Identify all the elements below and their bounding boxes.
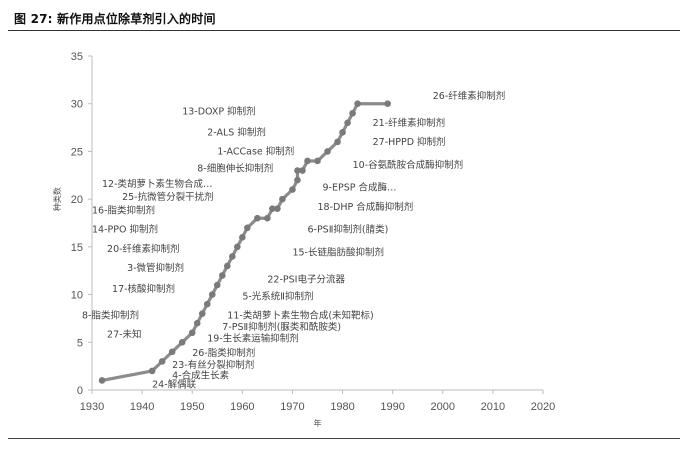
annotation-label: 6-PSⅡ抑制剂(腈类)	[307, 224, 388, 236]
y-axis-label: 种类数	[52, 187, 62, 211]
data-point	[178, 338, 186, 346]
annotation-label: 8-细胞伸长抑制剂	[197, 163, 273, 175]
annotation-label: 23-有丝分裂抑制剂	[172, 359, 254, 371]
y-tick-label: 0	[77, 385, 83, 397]
annotation-label: 11-类胡萝卜素生物合成(未知靶标)	[227, 310, 373, 322]
annotation-label: 25-抗微管分裂干扰剂	[122, 191, 214, 203]
annotation-label: 8-脂类抑制剂	[82, 310, 139, 322]
series-points	[98, 100, 391, 384]
annotation-label: 12-类胡萝卜素生物合成…	[102, 178, 213, 190]
x-tick-label: 2000	[431, 401, 455, 413]
y-tick-label: 30	[71, 99, 83, 111]
data-point	[339, 129, 346, 136]
y-tick-label: 20	[71, 194, 83, 206]
data-point	[354, 100, 361, 108]
annotation-label: 27-HPPD 抑制剂	[373, 136, 446, 148]
annotation-label: 9-EPSP 合成酶…	[323, 182, 397, 194]
y-tick-label: 10	[71, 290, 83, 302]
data-point	[234, 243, 241, 251]
annotation-label: 2-ALS 抑制剂	[207, 126, 266, 138]
data-point	[294, 167, 301, 174]
data-point	[289, 186, 296, 193]
herbicide-timeline-chart: 0 5 10 15 20 25 30 35 1930 1940 1950 1960 1970 1980 19…	[52, 51, 555, 428]
data-point	[208, 291, 216, 298]
data-point	[334, 138, 341, 146]
data-point	[274, 205, 281, 212]
annotation-label: 5-光系统Ⅱ抑制剂	[242, 290, 313, 302]
data-point	[218, 272, 226, 279]
data-point	[244, 224, 251, 232]
annotation-label: 4-合成生长素	[172, 370, 229, 382]
annotation-label: 10-谷氨酰胺合成酶抑制剂	[353, 159, 464, 171]
x-tick-label: 1970	[280, 401, 304, 413]
data-point	[224, 262, 231, 270]
figure-header: 图 27: 新作用点位除草剂引入的时间	[8, 8, 680, 28]
annotation-label: 20-纤维素抑制剂	[107, 243, 180, 255]
axes: 0 5 10 15 20 25 30 35 1930 1940 1950 1960 1970 1980 19…	[71, 51, 555, 413]
annotation-label: 26-纤维素抑制剂	[433, 90, 506, 102]
caption-divider	[8, 30, 680, 31]
data-point	[198, 310, 206, 317]
data-point	[349, 109, 356, 117]
x-tick-label: 1940	[130, 401, 154, 413]
annotation-label: 3-微管抑制剂	[127, 262, 184, 274]
annotation-label: 13-DOXP 抑制剂	[182, 105, 255, 117]
annotation-label: 16-脂类抑制剂	[92, 205, 155, 217]
x-tick-label: 1990	[380, 401, 404, 413]
annotation-label: 22-PSⅠ电子分流器	[267, 273, 345, 285]
annotation-label: 19-生长素运输抑制剂	[207, 332, 299, 344]
annotation-label: 14-PPO 抑制剂	[92, 224, 158, 236]
data-point	[148, 367, 156, 375]
data-point	[294, 176, 301, 184]
data-point	[188, 329, 196, 337]
data-point	[279, 195, 286, 203]
data-point	[254, 214, 261, 222]
x-tick-label: 2010	[481, 401, 505, 413]
y-tick-label: 25	[71, 146, 83, 158]
x-tick-label: 1950	[180, 401, 204, 413]
annotation-label: 7-PSⅡ抑制剂(脲类和酰胺类)	[222, 321, 341, 333]
y-tick-label: 15	[71, 242, 83, 254]
footer-divider	[8, 438, 680, 439]
y-tick-label: 5	[77, 337, 83, 349]
annotation-label: 27-未知	[107, 329, 142, 341]
annotation-label: 1-ACCase 抑制剂	[217, 145, 294, 157]
data-point	[269, 205, 276, 212]
x-axis-label: 年	[314, 418, 322, 428]
data-point	[213, 281, 221, 289]
data-point	[168, 348, 176, 356]
data-point	[158, 358, 166, 365]
annotation-label: 18-DHP 合成酶抑制剂	[318, 201, 414, 213]
annotation-label: 26-脂类抑制剂	[192, 347, 255, 359]
x-tick-label: 1960	[230, 401, 254, 413]
data-point	[299, 167, 306, 174]
data-point	[98, 377, 106, 384]
x-tick-label: 2020	[531, 401, 555, 413]
annotation-label: 15-长链脂肪酸抑制剂	[292, 247, 384, 259]
data-point	[344, 119, 351, 127]
x-tick-label: 1980	[330, 401, 354, 413]
x-tick-label: 1930	[80, 401, 104, 413]
data-point	[264, 214, 271, 222]
data-point	[229, 253, 236, 260]
data-point	[239, 234, 246, 241]
annotation-label: 17-核酸抑制剂	[112, 283, 175, 295]
data-point	[193, 319, 201, 327]
data-point	[203, 300, 211, 308]
y-tick-label: 35	[71, 51, 83, 63]
data-point	[384, 100, 391, 108]
data-point	[324, 148, 331, 155]
figure-caption: 图 27: 新作用点位除草剂引入的时间	[14, 12, 216, 26]
data-point	[304, 157, 311, 165]
annotation-label: 21-纤维素抑制剂	[373, 117, 446, 129]
data-point	[314, 157, 321, 165]
annotation-label: 24-解偶联	[152, 378, 197, 390]
